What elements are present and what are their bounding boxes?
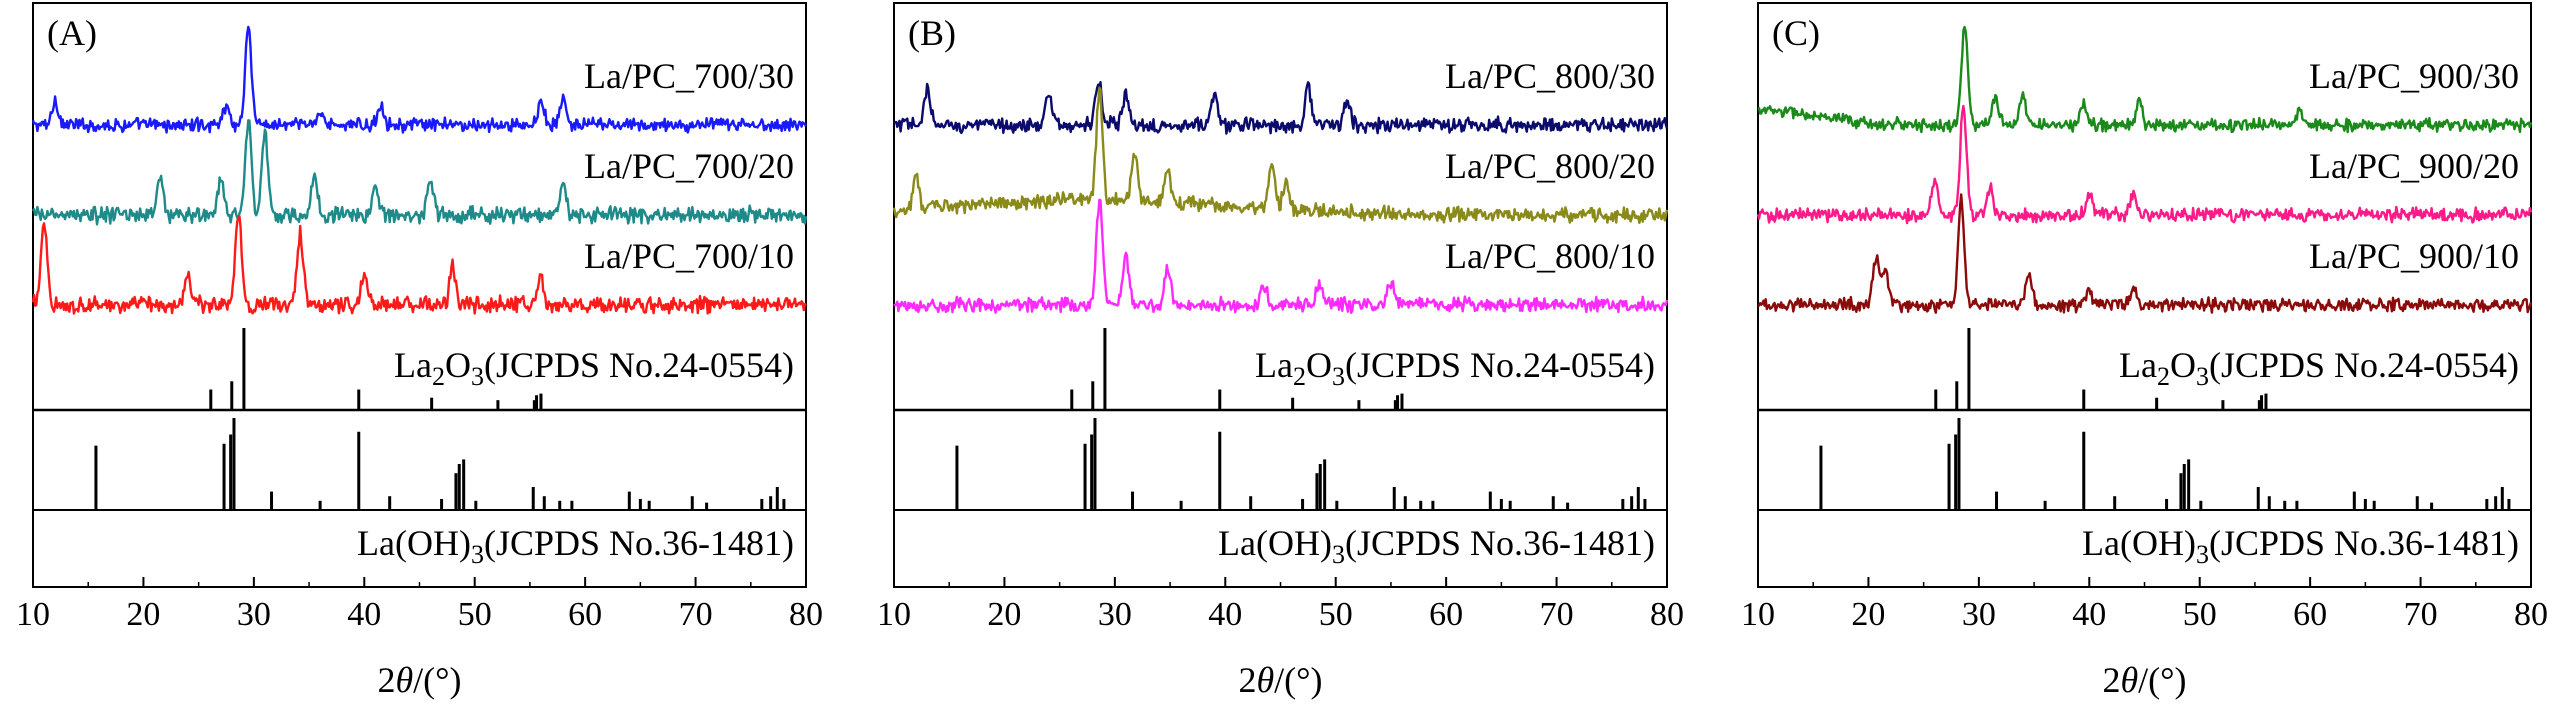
series-line xyxy=(1756,104,2533,225)
series-label: La/PC_800/30 xyxy=(1445,56,1655,96)
x-tick-label: 10 xyxy=(1741,596,1775,633)
series-label: La/PC_800/10 xyxy=(1445,236,1655,276)
panel-a: (A) 10 20 30 40 50 60 70 80 2θ/(°) La/PC_700/30 La/… xyxy=(16,2,823,700)
series-line xyxy=(31,215,807,315)
reference-label: La(OH)3(JCPDS No.36-1481) xyxy=(357,523,794,569)
x-axis-label: 2θ/(°) xyxy=(377,660,461,700)
x-tick-label: 50 xyxy=(2183,596,2217,633)
reference-label: La2O3(JCPDS No.24-0554) xyxy=(394,345,794,391)
x-tick-label: 80 xyxy=(1650,596,1684,633)
reference-label: La(OH)3(JCPDS No.36-1481) xyxy=(2082,523,2519,569)
x-tick-label: 40 xyxy=(1208,596,1242,633)
panel-label: (C) xyxy=(1772,13,1820,53)
series-label: La/PC_900/10 xyxy=(2309,236,2519,276)
x-axis-label: 2θ/(°) xyxy=(1238,660,1322,700)
x-axis-label: 2θ/(°) xyxy=(2102,660,2186,700)
panel-label: (B) xyxy=(908,13,956,53)
series-label: La/PC_700/10 xyxy=(584,236,794,276)
series-line xyxy=(893,81,1669,135)
series-line xyxy=(892,86,1669,225)
panel-b: (B) 10 20 30 40 50 60 70 80 2θ/(°) La/PC_800/30 La/… xyxy=(877,2,1684,700)
series-line xyxy=(31,25,808,134)
series-label: La/PC_900/20 xyxy=(2309,146,2519,186)
x-tick-label: 80 xyxy=(789,596,823,633)
x-tick-label: 20 xyxy=(1851,596,1885,633)
series-label: La/PC_900/30 xyxy=(2309,56,2519,96)
series-label: La/PC_700/20 xyxy=(584,146,794,186)
x-tick-label: 10 xyxy=(16,596,50,633)
series-label: La/PC_800/20 xyxy=(1445,146,1655,186)
x-tick-label: 70 xyxy=(679,596,713,633)
reference-label: La2O3(JCPDS No.24-0554) xyxy=(2119,345,2519,391)
reference-label: La(OH)3(JCPDS No.36-1481) xyxy=(1218,523,1655,569)
x-tick-label: 20 xyxy=(126,596,160,633)
series-line xyxy=(1757,25,2533,134)
x-tick-label: 70 xyxy=(2404,596,2438,633)
series-label: La/PC_700/30 xyxy=(584,56,794,96)
panel-label: (A) xyxy=(47,13,97,53)
x-tick-label: 50 xyxy=(1319,596,1353,633)
x-tick-label: 70 xyxy=(1540,596,1574,633)
x-tick-label: 30 xyxy=(1962,596,1996,633)
reference-label: La2O3(JCPDS No.24-0554) xyxy=(1255,345,1655,391)
series-line xyxy=(32,119,808,226)
series-line xyxy=(893,198,1669,314)
x-tick-label: 50 xyxy=(458,596,492,633)
x-tick-label: 60 xyxy=(2293,596,2327,633)
x-tick-label: 60 xyxy=(568,596,602,633)
x-tick-label: 10 xyxy=(877,596,911,633)
x-tick-label: 80 xyxy=(2514,596,2548,633)
panel-c: (C) 10 20 30 40 50 60 70 80 2θ/(°) La/PC_900/30 La/… xyxy=(1741,2,2548,700)
x-tick-label: 40 xyxy=(347,596,381,633)
x-tick-label: 60 xyxy=(1429,596,1463,633)
series-line xyxy=(1757,193,2533,314)
x-tick-label: 30 xyxy=(1098,596,1132,633)
x-tick-label: 30 xyxy=(237,596,271,633)
x-tick-label: 20 xyxy=(987,596,1021,633)
x-tick-label: 40 xyxy=(2072,596,2106,633)
